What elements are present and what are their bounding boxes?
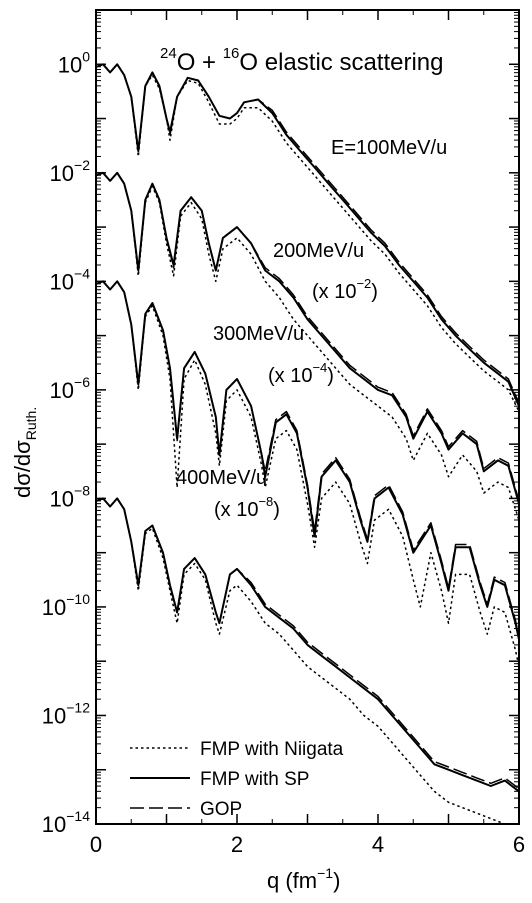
curves	[95, 63, 520, 825]
annotation-300mev: 300MeV/u	[213, 323, 304, 345]
y-axis-ticks: 100 10−2 10−4 10−6 10−8 10−10 10−12 10−14	[42, 9, 519, 837]
legend-label-niigata: FMP with Niigata	[200, 739, 344, 760]
curve-100mev-u-solid	[95, 63, 520, 407]
plot-frame	[95, 9, 520, 825]
y-tick-label: 10−4	[50, 265, 91, 294]
curve-200mev-u-dotted	[95, 172, 520, 521]
title-sup-2: 16	[223, 45, 240, 62]
annotation-100mev: E=100MeV/u	[331, 137, 447, 159]
title-sup-1: 24	[160, 45, 177, 62]
y-tick-label: 10−2	[50, 157, 91, 186]
y-tick-label: 100	[58, 48, 90, 77]
legend-label-gop: GOP	[200, 799, 242, 820]
y-tick-label: 10−8	[50, 482, 91, 511]
chart-title: 24O + 16O elastic scattering	[160, 45, 444, 76]
legend-label-sp: FMP with SP	[200, 769, 309, 790]
annotation-200mev: 200MeV/u	[273, 240, 364, 262]
title-element-2: O elastic scattering	[239, 49, 443, 76]
annotation-400mev: 400MeV/u	[176, 467, 267, 489]
curve-100mev-u-dotted	[95, 63, 520, 412]
y-tick-label: 10−12	[42, 699, 90, 728]
legend: FMP with Niigata FMP with SP GOP	[130, 739, 344, 820]
curve-200mev-u-solid	[95, 171, 520, 505]
curve-200mev-u-dashed	[95, 172, 520, 502]
x-tick-label: 2	[231, 832, 243, 857]
curve-300mev-u-dotted	[95, 280, 520, 667]
curve-300mev-u-solid	[95, 280, 520, 640]
annotation-400mev-scale: (x 10−8)	[214, 494, 280, 521]
x-tick-label: 6	[513, 832, 525, 857]
annotation-300mev-scale: (x 10−4)	[268, 360, 334, 387]
x-axis-label: q (fm−1)	[267, 865, 340, 893]
x-tick-label: 0	[90, 832, 102, 857]
annotation-200mev-scale: (x 10−2)	[312, 276, 378, 303]
y-tick-label: 10−14	[42, 808, 90, 837]
y-tick-label: 10−6	[50, 374, 91, 403]
curve-100mev-u-dashed	[95, 63, 520, 404]
curve-400mev-u-solid	[95, 497, 520, 793]
y-axis-label: dσ/dσRuth.	[10, 407, 39, 498]
x-tick-label: 4	[372, 832, 384, 857]
y-tick-label: 10−10	[42, 591, 90, 620]
title-element-1: O +	[177, 49, 223, 76]
